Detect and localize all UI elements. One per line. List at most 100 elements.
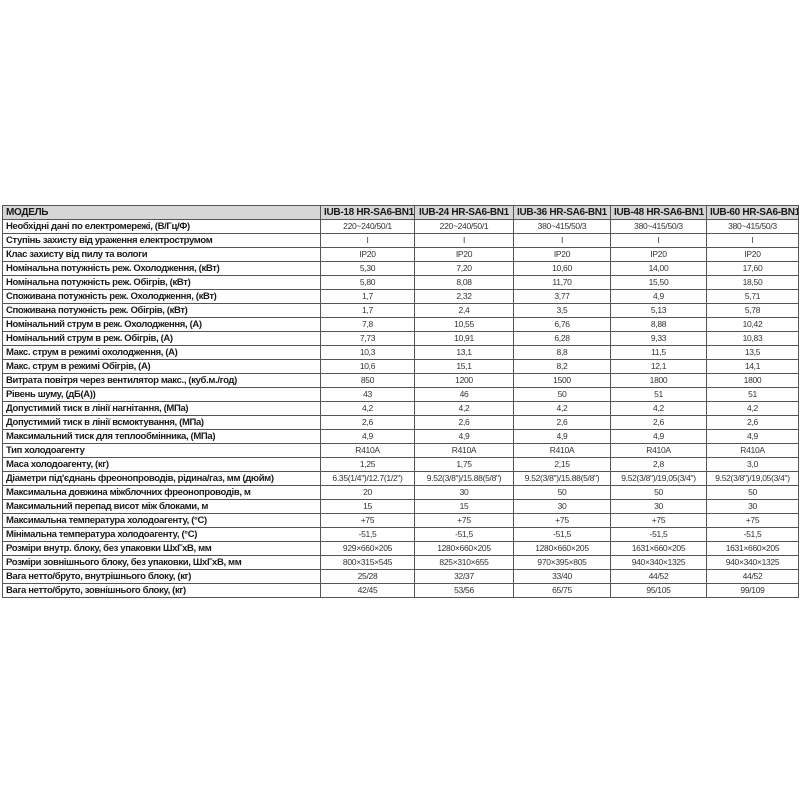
parameter-label: Допустимий тиск в лінії всмоктування, (М… — [2, 415, 321, 430]
parameter-value: 14,00 — [610, 261, 707, 276]
table-row: Макс. струм в режимі Обігрів, (А) 10,6 15,… — [2, 359, 799, 374]
parameter-value: +75 — [706, 513, 799, 528]
parameter-value: 2,6 — [414, 415, 514, 430]
parameter-value: 220~240/50/1 — [414, 219, 514, 234]
parameter-value: 5,80 — [320, 275, 415, 290]
parameter-value: 850 — [320, 373, 415, 388]
parameter-value: 1800 — [610, 373, 707, 388]
table-row: Тип холодоагенту R410A R410A R410A R410A R410… — [2, 443, 799, 458]
model-column-header: IUB-48 HR-SA6-BN1 — [610, 205, 707, 220]
table-row: Допустимий тиск в лінії нагнітання, (МПа… — [2, 401, 799, 416]
parameter-label: Максимальна температура холодоагенту, (°… — [2, 513, 321, 528]
parameter-value: 12,1 — [610, 359, 707, 374]
parameter-value: 4,2 — [513, 401, 611, 416]
parameter-label: Споживана потужність реж. Охолодження, (… — [2, 289, 321, 304]
parameter-value: 51 — [610, 387, 707, 402]
parameter-value: 13,1 — [414, 345, 514, 360]
parameter-value: 940×340×1325 — [610, 555, 707, 570]
parameter-label: Максимальна довжина міжблочних фреонопро… — [2, 485, 321, 500]
parameter-value: 3,5 — [513, 303, 611, 318]
parameter-value: 1500 — [513, 373, 611, 388]
parameter-value: 970×395×805 — [513, 555, 611, 570]
table-row: Максимальна температура холодоагенту, (°… — [2, 513, 799, 528]
parameter-value: 1200 — [414, 373, 514, 388]
parameter-value: 9.52(3/8")/15.88(5/8") — [414, 471, 514, 486]
parameter-value: 380~415/50/3 — [706, 219, 799, 234]
parameter-value: 4,2 — [610, 401, 707, 416]
parameter-value: 1280×660×205 — [414, 541, 514, 556]
table-row: Допустимий тиск в лінії всмоктування, (М… — [2, 415, 799, 430]
parameter-value: 50 — [706, 485, 799, 500]
parameter-value: -51,5 — [706, 527, 799, 542]
parameter-label: Вага нетто/бруто, внутрішнього блоку, (к… — [2, 569, 321, 584]
parameter-value: 30 — [706, 499, 799, 514]
table-row: Максимальний тиск для теплообмінника, (М… — [2, 429, 799, 444]
parameter-label: Номінальний струм в реж. Обігрів, (А) — [2, 331, 321, 346]
table-header-row: МОДЕЛЬ IUB-18 HR-SA6-BN1 IUB-24 HR-SA6-BN1… — [2, 205, 799, 220]
parameter-label: Максимальний тиск для теплообмінника, (М… — [2, 429, 321, 444]
parameter-value: 6.35(1/4")/12.7(1/2") — [320, 471, 415, 486]
parameter-value: 2,6 — [513, 415, 611, 430]
parameter-value: 50 — [513, 485, 611, 500]
table-row: Максимальна довжина міжблочних фреонопро… — [2, 485, 799, 500]
parameter-value: IP20 — [706, 247, 799, 262]
model-column-header: IUB-36 HR-SA6-BN1 — [513, 205, 611, 220]
parameter-value: 10,91 — [414, 331, 514, 346]
parameter-value: 9.52(3/8")/19,05(3/4") — [610, 471, 707, 486]
parameter-value: 14,1 — [706, 359, 799, 374]
model-column-header: IUB-60 HR-SA6-BN1 — [706, 205, 799, 220]
parameter-value: 2,4 — [414, 303, 514, 318]
parameter-value: 1,25 — [320, 457, 415, 472]
parameter-value: 99/109 — [706, 583, 799, 598]
parameter-value: R410A — [706, 443, 799, 458]
table-row: Розміри внутр. блоку, без упаковки ШхГхВ… — [2, 541, 799, 556]
parameter-value: 800×315×545 — [320, 555, 415, 570]
parameter-value: I — [513, 233, 611, 248]
parameter-value: 13,5 — [706, 345, 799, 360]
model-column-header: IUB-18 HR-SA6-BN1 — [320, 205, 415, 220]
parameter-value: 4,9 — [513, 429, 611, 444]
table-row: Макс. струм в режимі охолодження, (А) 10,… — [2, 345, 799, 360]
parameter-value: 15 — [414, 499, 514, 514]
parameter-value: 4,9 — [320, 429, 415, 444]
parameter-value: 7,73 — [320, 331, 415, 346]
parameter-value: 50 — [513, 387, 611, 402]
parameter-value: 8,8 — [513, 345, 611, 360]
parameter-value: R410A — [320, 443, 415, 458]
table-row: Максимальний перепад висот між блоками, … — [2, 499, 799, 514]
table-row: Витрата повітря через вентилятор макс., … — [2, 373, 799, 388]
parameter-label: Номінальна потужність реж. Охолодження, … — [2, 261, 321, 276]
parameter-value: IP20 — [414, 247, 514, 262]
parameter-label: Споживана потужність реж. Обігрів, (кВт) — [2, 303, 321, 318]
parameter-value: 4,9 — [610, 429, 707, 444]
table-row: Розміри зовнішнього блоку, без упаковки,… — [2, 555, 799, 570]
parameter-label: Розміри внутр. блоку, без упаковки ШхГхВ… — [2, 541, 321, 556]
parameter-value: 2,6 — [706, 415, 799, 430]
parameter-value: 1,75 — [414, 457, 514, 472]
parameter-label: Макс. струм в режимі Обігрів, (А) — [2, 359, 321, 374]
parameter-value: 4,9 — [706, 429, 799, 444]
parameter-value: 4,9 — [414, 429, 514, 444]
parameter-value: 32/37 — [414, 569, 514, 584]
parameter-value: 4,2 — [320, 401, 415, 416]
model-column-header: IUB-24 HR-SA6-BN1 — [414, 205, 514, 220]
parameter-value: 10,42 — [706, 317, 799, 332]
parameter-value: 20 — [320, 485, 415, 500]
parameter-value: 3,0 — [706, 457, 799, 472]
parameter-label: Макс. струм в режимі охолодження, (А) — [2, 345, 321, 360]
parameter-value: 42/45 — [320, 583, 415, 598]
parameter-value: R410A — [513, 443, 611, 458]
parameter-value: I — [610, 233, 707, 248]
parameter-label: Допустимий тиск в лінії нагнітання, (МПа… — [2, 401, 321, 416]
parameter-value: -51,5 — [513, 527, 611, 542]
parameter-value: 1280×660×205 — [513, 541, 611, 556]
parameter-value: 2,6 — [610, 415, 707, 430]
parameter-value: 4,2 — [706, 401, 799, 416]
parameter-label: Рівень шуму, (дБ(А)) — [2, 387, 321, 402]
parameter-value: 6,28 — [513, 331, 611, 346]
parameter-value: 7,8 — [320, 317, 415, 332]
parameter-value: 9.52(3/8")/15.88(5/8") — [513, 471, 611, 486]
parameter-value: 8,88 — [610, 317, 707, 332]
parameter-label: Максимальний перепад висот між блоками, … — [2, 499, 321, 514]
parameter-value: 3,77 — [513, 289, 611, 304]
